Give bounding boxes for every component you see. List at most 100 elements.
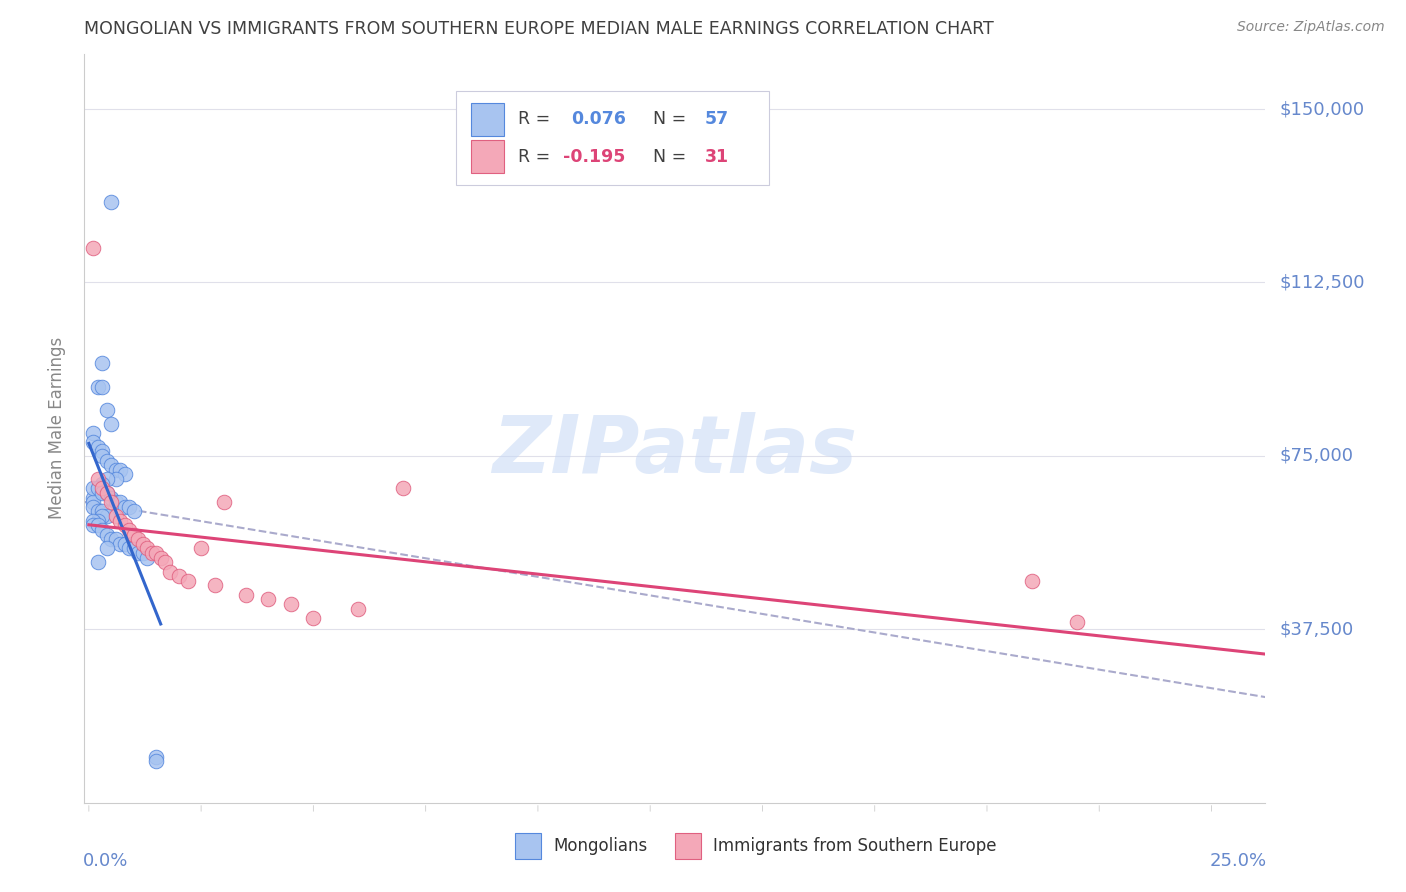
Point (96, 486, 118, 500)
Point (87, 481, 110, 495)
Point (132, 546, 155, 560)
Point (104, 472, 127, 486)
Point (110, 463, 132, 477)
Text: 25.0%: 25.0% (1209, 852, 1267, 870)
Point (1021, 574, 1043, 588)
Bar (471, 140, 503, 173)
Point (257, 592, 280, 607)
Point (87, 472, 110, 486)
Point (91, 476, 114, 491)
Bar (675, 833, 700, 859)
Point (136, 550, 159, 565)
Point (280, 597, 302, 611)
Point (104, 495, 127, 509)
Point (100, 495, 122, 509)
Point (110, 537, 132, 551)
Text: -0.195: -0.195 (562, 148, 626, 166)
Point (114, 500, 136, 514)
Point (87, 518, 110, 533)
Point (302, 611, 325, 625)
Text: 0.076: 0.076 (571, 111, 626, 128)
Point (82, 425, 104, 440)
Y-axis label: Median Male Earnings: Median Male Earnings (48, 337, 66, 519)
Point (96, 509, 118, 524)
Point (132, 537, 155, 551)
Point (91, 444, 114, 458)
Point (145, 546, 167, 560)
Point (96, 402, 118, 417)
Point (136, 541, 159, 556)
Point (82, 435, 104, 450)
Point (235, 588, 257, 602)
Point (87, 440, 110, 454)
Point (118, 500, 141, 514)
Point (127, 532, 149, 546)
Point (212, 495, 235, 509)
Point (91, 509, 114, 524)
Text: $150,000: $150,000 (1279, 100, 1364, 118)
Point (82, 491, 104, 505)
Point (114, 467, 136, 482)
Point (82, 495, 104, 509)
Point (87, 555, 110, 569)
Point (91, 486, 114, 500)
Point (104, 532, 127, 546)
Text: Mongolians: Mongolians (553, 838, 648, 855)
Point (392, 481, 415, 495)
Point (91, 356, 114, 370)
Point (82, 500, 104, 514)
Point (145, 749, 167, 764)
Point (100, 194, 122, 209)
Text: Source: ZipAtlas.com: Source: ZipAtlas.com (1237, 20, 1385, 34)
Point (82, 518, 104, 533)
Text: 0.0%: 0.0% (83, 852, 128, 870)
Point (91, 449, 114, 463)
Point (204, 578, 226, 592)
Bar (516, 833, 541, 859)
Text: N =: N = (641, 111, 692, 128)
Point (110, 495, 132, 509)
Point (100, 458, 122, 472)
Text: R =: R = (517, 111, 561, 128)
Point (91, 504, 114, 518)
Point (100, 491, 122, 505)
Point (118, 541, 141, 556)
Point (176, 574, 198, 588)
Point (96, 541, 118, 556)
Point (100, 417, 122, 431)
Text: 31: 31 (704, 148, 728, 166)
Point (114, 518, 136, 533)
Point (127, 546, 149, 560)
Point (167, 569, 190, 583)
Point (82, 514, 104, 528)
Point (114, 537, 136, 551)
Point (122, 541, 145, 556)
Point (104, 463, 127, 477)
Point (87, 504, 110, 518)
Point (1066, 615, 1088, 630)
Point (87, 514, 110, 528)
Point (104, 509, 127, 524)
Point (190, 541, 212, 556)
Point (87, 379, 110, 393)
Point (100, 532, 122, 546)
Point (87, 481, 110, 495)
Point (96, 527, 118, 541)
Point (82, 481, 104, 495)
Point (141, 546, 163, 560)
Text: Immigrants from Southern Europe: Immigrants from Southern Europe (713, 838, 997, 855)
Text: MONGOLIAN VS IMMIGRANTS FROM SOUTHERN EUROPE MEDIAN MALE EARNINGS CORRELATION CH: MONGOLIAN VS IMMIGRANTS FROM SOUTHERN EU… (84, 21, 994, 38)
Point (91, 523, 114, 537)
Point (82, 241, 104, 255)
Text: $75,000: $75,000 (1279, 447, 1354, 465)
Text: 57: 57 (704, 111, 728, 128)
Point (96, 453, 118, 467)
Text: $112,500: $112,500 (1279, 274, 1365, 292)
Point (91, 481, 114, 495)
Point (153, 555, 176, 569)
FancyBboxPatch shape (457, 91, 769, 185)
Point (87, 486, 110, 500)
Point (122, 527, 145, 541)
Text: R =: R = (517, 148, 555, 166)
Point (159, 565, 181, 579)
